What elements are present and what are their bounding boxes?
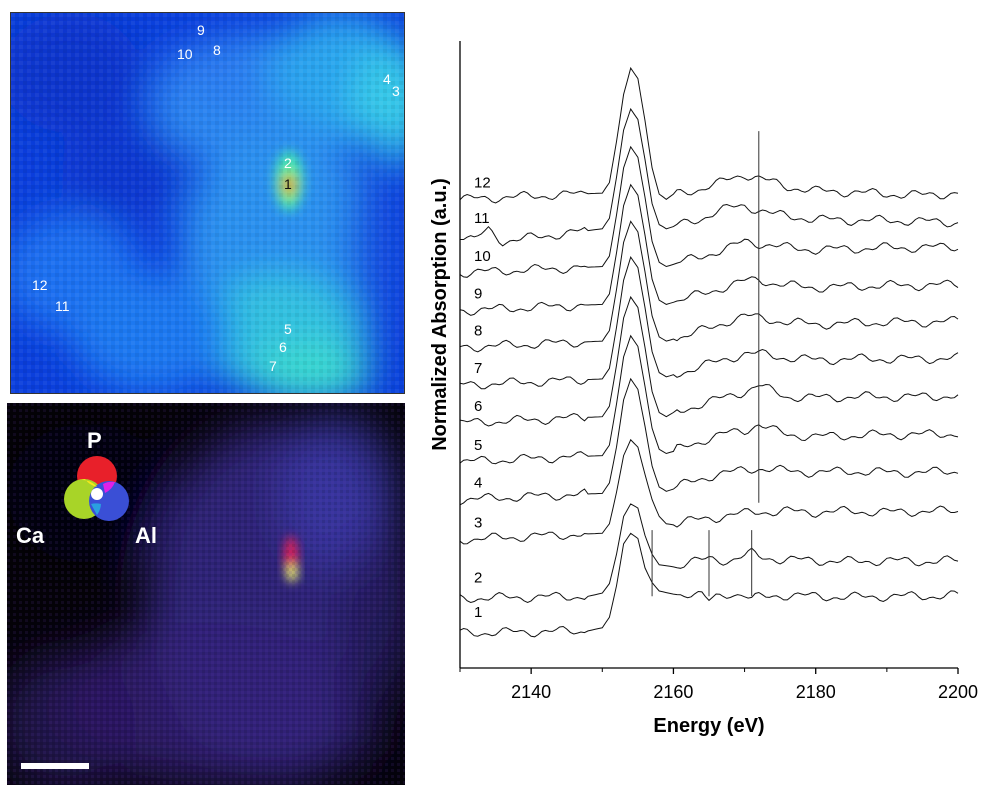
series-line-1 xyxy=(459,532,959,638)
x-tick-label-2160: 2160 xyxy=(653,682,693,702)
spot-label-11: 11 xyxy=(55,298,70,314)
series-label-9: 9 xyxy=(474,286,482,303)
x-tick-label-2200: 2200 xyxy=(938,682,978,702)
al-fluorescence-map: 9 10 8 4 3 2 1 12 11 5 6 7 xyxy=(10,12,405,394)
series-label-8: 8 xyxy=(474,322,482,339)
series-line-9 xyxy=(459,183,959,316)
series-label-2: 2 xyxy=(474,569,482,586)
series-label-11: 11 xyxy=(474,210,490,227)
series-label-5: 5 xyxy=(474,437,482,454)
spot-label-5: 5 xyxy=(284,321,292,337)
x-ticks: 2140 2160 2180 2200 xyxy=(459,668,978,702)
series-line-6 xyxy=(459,295,959,427)
map-top-image xyxy=(11,13,404,393)
spot-label-6: 6 xyxy=(279,339,287,355)
series-line-12 xyxy=(459,66,959,204)
series-line-11 xyxy=(460,107,959,247)
spot-label-2: 2 xyxy=(284,155,292,171)
x-tick-label-2180: 2180 xyxy=(796,682,836,702)
series-line-4 xyxy=(459,377,959,506)
series-label-6: 6 xyxy=(474,398,482,415)
map-bottom-image xyxy=(7,403,405,785)
spot-label-12: 12 xyxy=(32,277,48,293)
spot-label-7: 7 xyxy=(269,358,277,374)
scale-bar xyxy=(21,763,89,769)
legend-label-al: Al xyxy=(135,523,157,548)
series-line-7 xyxy=(459,255,959,390)
legend-label-ca: Ca xyxy=(16,523,45,548)
spot-label-9: 9 xyxy=(197,22,205,38)
series-line-8 xyxy=(459,220,959,353)
element-color-legend xyxy=(64,456,129,521)
spot-label-3: 3 xyxy=(392,83,400,99)
series-label-4: 4 xyxy=(474,475,482,492)
spot-label-10: 10 xyxy=(177,46,193,62)
spot-label-1: 1 xyxy=(284,176,292,192)
series-label-12: 12 xyxy=(474,174,491,191)
series-line-10 xyxy=(459,145,959,278)
spot-label-4: 4 xyxy=(383,71,391,87)
x-axis-title: Energy (eV) xyxy=(653,715,764,737)
series-label-1: 1 xyxy=(474,604,482,621)
series-label-7: 7 xyxy=(474,360,482,377)
series-label-3: 3 xyxy=(474,515,482,532)
series-label-10: 10 xyxy=(474,248,491,265)
series-line-5 xyxy=(459,334,959,465)
p-ca-al-composite-map: P Ca Al xyxy=(7,403,405,785)
x-tick-label-2140: 2140 xyxy=(511,682,551,702)
spot-label-8: 8 xyxy=(213,42,221,58)
y-axis-title: Normalized Absorption (a.u.) xyxy=(429,178,451,451)
series-line-3 xyxy=(459,438,959,545)
legend-label-p: P xyxy=(87,428,102,453)
